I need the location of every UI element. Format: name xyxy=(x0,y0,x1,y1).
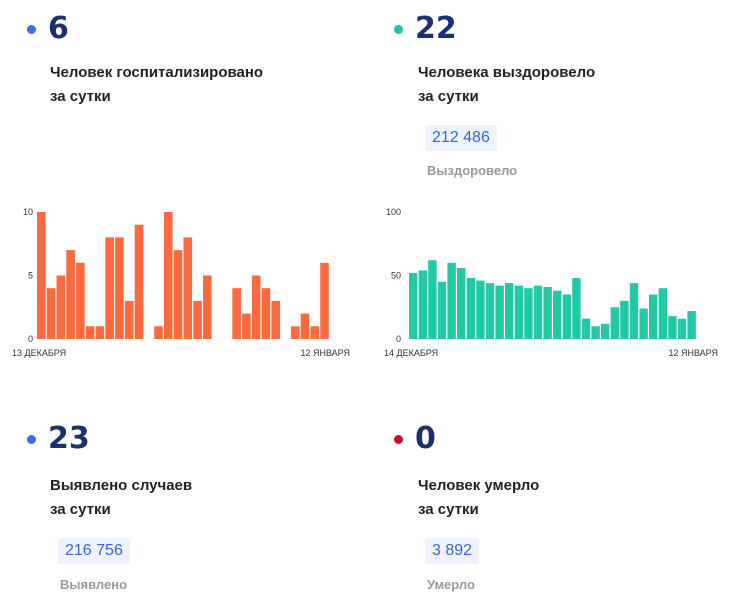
hospitalized-x-start-label: 13 ДЕКАБРЯ xyxy=(12,348,66,358)
recovered-label-line2: за сутки xyxy=(418,88,479,105)
hospitalized-bar xyxy=(320,262,329,339)
recovered-bar xyxy=(533,285,543,339)
hospitalized-bar xyxy=(105,237,114,339)
recovered-bar xyxy=(514,285,523,339)
hospitalized-bar xyxy=(154,326,163,339)
recovered-y-tick-label: 0 xyxy=(396,334,401,344)
hospitalized-bar xyxy=(37,212,46,339)
recovered-bar xyxy=(495,285,504,339)
deaths-value: 0 xyxy=(415,421,436,456)
hospitalized-bar xyxy=(193,300,202,339)
hospitalized-bar xyxy=(95,326,105,339)
recovered-value: 22 xyxy=(415,11,457,46)
hospitalized-y-tick-label: 0 xyxy=(28,334,33,344)
recovered-bar xyxy=(466,278,475,339)
hospitalized-bar xyxy=(232,288,241,339)
recovered-label-line1: Человека выздоровело xyxy=(418,64,596,81)
recovered-bar xyxy=(629,283,639,339)
hospitalized-dot-icon xyxy=(27,25,36,34)
hospitalized-bar xyxy=(203,275,212,339)
hospitalized-bar xyxy=(134,224,144,339)
hospitalized-bar xyxy=(300,313,310,339)
hospitalized-value: 6 xyxy=(48,11,69,46)
recovered-bar xyxy=(553,290,562,339)
recovered-total-label: Выздоровело xyxy=(427,163,518,178)
recovered-total-badge: 212 486 xyxy=(425,125,497,151)
recovered-x-end-label: 12 ЯНВАРЯ xyxy=(668,348,718,358)
recovered-bar xyxy=(476,280,485,339)
recovered-bar xyxy=(562,294,571,339)
hospitalized-y-tick-label: 10 xyxy=(23,207,33,217)
deaths-label-line1: Человек умерло xyxy=(418,477,540,494)
recovered-bar xyxy=(687,311,696,339)
hospitalized-bar xyxy=(251,275,261,339)
recovered-bar xyxy=(610,307,619,339)
recovered-bar xyxy=(409,272,418,339)
hospitalized-label-line2: за сутки xyxy=(50,88,111,105)
recovered-bar xyxy=(591,326,600,339)
hospitalized-bar xyxy=(56,275,66,339)
recovered-y-tick-label: 50 xyxy=(391,271,401,281)
recovered-bar xyxy=(572,278,581,339)
recovered-bar xyxy=(418,270,427,339)
recovered-bar xyxy=(505,283,514,339)
hospitalized-bar xyxy=(66,250,75,339)
cases-label-line2: за сутки xyxy=(50,501,111,518)
recovered-bar xyxy=(649,294,658,339)
deaths-label-line2: за сутки xyxy=(418,501,479,518)
deaths-total-badge: 3 892 xyxy=(425,538,480,564)
hospitalized-bar xyxy=(124,300,134,339)
hospitalized-bar xyxy=(76,262,85,339)
recovered-y-tick-label: 100 xyxy=(386,207,401,217)
hospitalized-y-tick-label: 5 xyxy=(28,271,33,281)
recovered-bar xyxy=(447,262,456,339)
recovered-bar xyxy=(620,300,629,339)
hospitalized-bar xyxy=(115,237,124,339)
deaths-total-label: Умерло xyxy=(427,577,475,592)
cases-total-label: Выявлено xyxy=(60,577,128,592)
deaths-dot-icon xyxy=(394,435,403,444)
hospitalized-bar xyxy=(242,313,251,339)
hospitalized-bar xyxy=(85,326,95,339)
cases-value: 23 xyxy=(48,421,90,456)
recovered-bar xyxy=(485,283,495,339)
hospitalized-bar xyxy=(310,326,320,339)
hospitalized-bar xyxy=(290,326,300,339)
hospitalized-x-end-label: 12 ЯНВАРЯ xyxy=(300,348,350,358)
recovered-bar xyxy=(457,267,466,339)
hospitalized-bar xyxy=(183,237,193,339)
hospitalized-bar xyxy=(261,288,271,339)
hospitalized-bar xyxy=(163,212,173,339)
recovered-bar xyxy=(428,260,437,339)
cases-dot-icon xyxy=(27,435,36,444)
recovered-bar xyxy=(601,323,610,339)
recovered-bar xyxy=(677,318,687,339)
hospitalized-bar xyxy=(271,300,280,339)
recovered-dot-icon xyxy=(394,25,403,34)
hospitalized-bar xyxy=(173,250,183,339)
recovered-bar xyxy=(658,288,667,339)
recovered-bar xyxy=(437,281,447,339)
recovered-x-start-label: 14 ДЕКАБРЯ xyxy=(384,348,438,358)
recovered-bar xyxy=(543,286,552,339)
recovered-bar xyxy=(581,318,591,339)
hospitalized-bar xyxy=(46,288,56,339)
recovered-bar xyxy=(668,316,677,339)
cases-label-line1: Выявлено случаев xyxy=(50,477,193,494)
recovered-bar xyxy=(639,308,648,339)
cases-total-badge: 216 756 xyxy=(58,538,130,564)
hospitalized-label-line1: Человек госпитализировано xyxy=(50,64,264,81)
recovered-bar xyxy=(524,288,533,339)
